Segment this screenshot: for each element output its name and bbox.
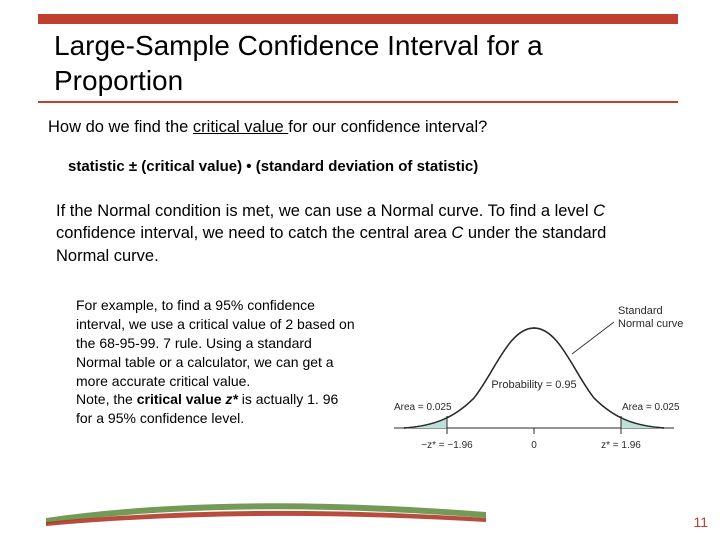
para1-var-c2: C (451, 224, 463, 242)
area-left-label: Area = 0.025 (394, 402, 452, 413)
tick-mid-label: 0 (531, 440, 537, 451)
slide-title: Large-Sample Confidence Interval for a P… (54, 28, 614, 98)
para1-part-b: confidence interval, we need to catch th… (56, 224, 451, 242)
curve-label: Standard (618, 305, 663, 317)
para1-part-a: If the Normal condition is met, we can u… (56, 202, 593, 220)
footer-swoosh-icon (46, 498, 486, 526)
curve-label-2: Normal curve (618, 318, 683, 330)
tick-left-label: −z* = −1.96 (421, 440, 473, 451)
header-accent-bar (38, 14, 678, 24)
area-right-label: Area = 0.025 (622, 402, 680, 413)
normal-curve-diagram: Standard Normal curve Probability = 0.95… (374, 288, 694, 468)
example-note-a: Note, the (76, 391, 137, 407)
example-paragraph: For example, to find a 95% confidence in… (76, 296, 356, 428)
question-prefix: How do we find the (48, 118, 193, 136)
example-note-zstar: z* (225, 391, 237, 407)
title-underline (38, 101, 678, 103)
title-text: Large-Sample Confidence Interval for a P… (54, 28, 614, 98)
page-number: 11 (693, 514, 708, 530)
question-line: How do we find the critical value for ou… (48, 118, 487, 137)
tick-right-label: z* = 1.96 (601, 440, 641, 451)
normal-condition-paragraph: If the Normal condition is met, we can u… (56, 200, 656, 267)
example-text-a: For example, to find a 95% confidence in… (76, 297, 355, 389)
para1-var-c1: C (593, 202, 605, 220)
question-underlined: critical value (193, 118, 288, 136)
prob-label: Probability = 0.95 (491, 379, 576, 391)
formula-line: statistic ± (critical value) • (standard… (68, 158, 478, 175)
example-note-bold: critical value (137, 391, 226, 407)
question-suffix: for our confidence interval? (288, 118, 487, 136)
normal-curve-svg: Standard Normal curve Probability = 0.95… (374, 288, 694, 468)
